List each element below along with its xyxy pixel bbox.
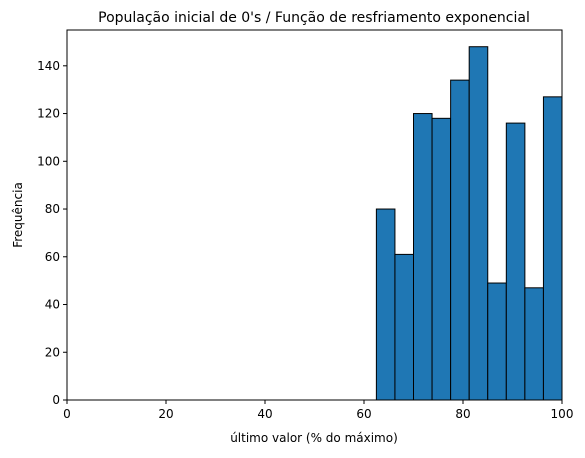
y-tick-label: 0 (52, 393, 60, 407)
x-tick-label: 80 (455, 407, 470, 421)
histogram-bar (394, 253, 414, 401)
x-tick-label: 40 (257, 407, 272, 421)
histogram-bar (542, 96, 563, 401)
x-axis-label: último valor (% do máximo) (230, 431, 398, 445)
chart-title: População inicial de 0's / Função de res… (98, 10, 530, 26)
histogram-bar (375, 208, 396, 401)
histogram-bar (413, 113, 433, 401)
axes-layer: 0 20 40 60 80 100 0 20 40 60 80 100 120 140 (37, 29, 574, 421)
plot-frame (66, 29, 563, 401)
x-tick-label: 100 (551, 407, 574, 421)
y-tick-label: 20 (45, 345, 60, 359)
histogram-bar (431, 117, 452, 401)
y-tick-label: 120 (37, 107, 60, 121)
bars-layer (375, 46, 563, 401)
y-axis-label: Frequência (11, 182, 25, 248)
histogram-bar (487, 282, 507, 401)
y-tick-label: 140 (37, 59, 60, 73)
x-tick-label: 20 (158, 407, 173, 421)
y-tick-label: 80 (45, 202, 60, 216)
histogram-bar (450, 79, 470, 401)
histogram-bar (505, 122, 526, 401)
histogram-bar (524, 287, 544, 401)
y-tick-label: 40 (45, 298, 60, 312)
x-tick-label: 0 (63, 407, 71, 421)
histogram-bar (468, 46, 489, 401)
y-tick-label: 100 (37, 154, 60, 168)
x-tick-label: 60 (356, 407, 371, 421)
y-tick-label: 60 (45, 250, 60, 264)
